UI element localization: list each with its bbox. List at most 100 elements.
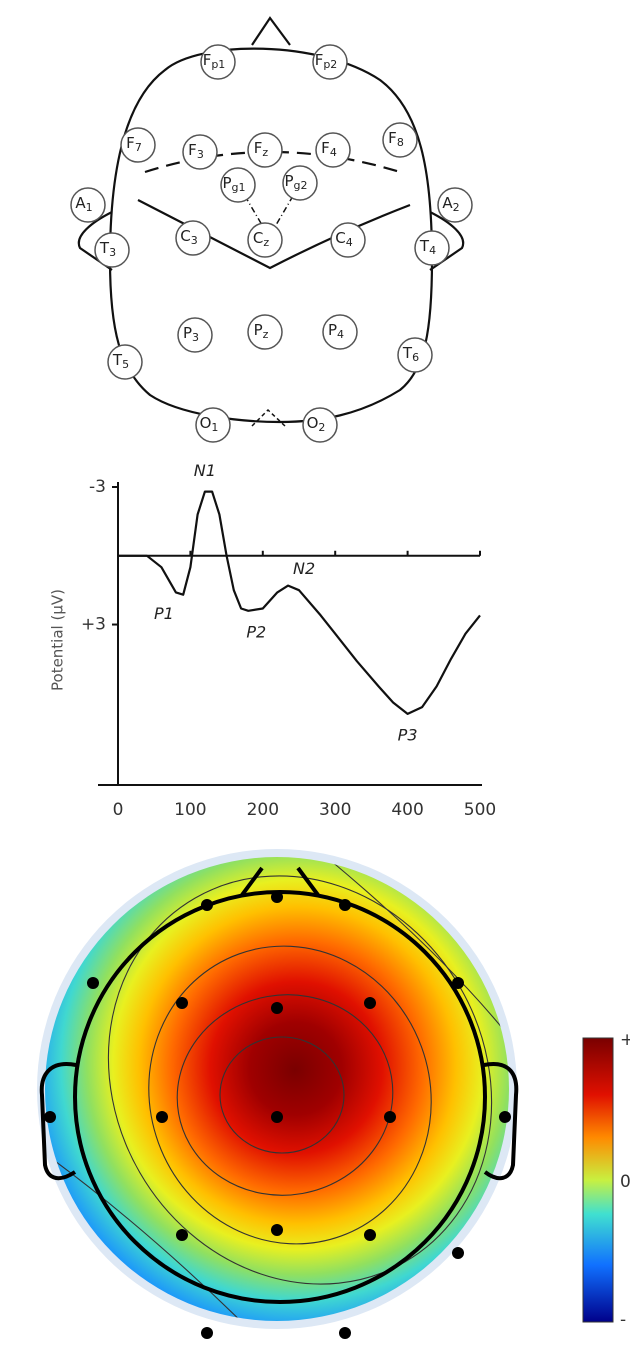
electrode-letter: F [254,139,263,157]
electrode-letter: T [402,344,413,362]
electrode-circle [382,122,418,158]
electrode-label: F8 [388,129,404,150]
electrode-letter: P [183,324,192,342]
annotation: P3 [398,725,418,744]
x-tick-label: 500 [464,800,496,820]
electrode-circle [182,134,218,170]
electrode-circle [315,132,351,168]
electrode-letter: A [442,194,453,212]
x-tick-label: 400 [391,800,423,820]
electrode: Fp2 [312,44,348,80]
electrode-dot [339,1327,351,1339]
topomap [45,857,509,1321]
electrode-label: C3 [180,227,197,248]
electrode-sub: p1 [211,58,225,71]
y-tick-label: +3 [81,615,106,635]
electrode-label: O2 [307,414,326,435]
electrode-letter: F [388,129,397,147]
electrode-dot [271,891,283,903]
electrode-dots [44,891,511,1339]
x-tick-label: 200 [247,800,279,820]
colorbar [582,1037,614,1323]
electrode-sub: z [263,328,269,341]
electrode-sub: 3 [109,246,116,259]
electrode-letter: P [328,321,337,339]
electrode-letter: O [200,414,212,432]
electrode: A2 [437,187,473,223]
electrode-circle [330,222,366,258]
electrode-letter: P [222,174,231,192]
electrode-circle [247,314,283,350]
electrode: T4 [414,230,450,266]
electrode-letter: C [253,229,263,247]
electrode-sub: g2 [294,179,308,192]
electrode-letter: T [99,239,110,257]
electrode-circle [107,344,143,380]
electrode-sub: 4 [330,146,337,159]
electrode: Pg1 [220,167,256,203]
electrode: T3 [94,232,130,268]
annotation: N1 [194,461,216,480]
electrode: P3 [177,317,213,353]
electrode-label: F4 [321,139,337,160]
electrode-label: P4 [328,321,344,342]
electrode-letter: T [419,237,430,255]
electrode-sub: 1 [211,421,218,434]
electrode-sub: z [262,146,268,159]
electrode-label: P3 [183,324,199,345]
electrode-sub: 1 [86,201,93,214]
electrode-circle [177,317,213,353]
electrode-letter: F [126,134,135,152]
electrode-letter: F [203,51,212,69]
electrode: F4 [315,132,351,168]
electrode-label: Fz [254,139,269,160]
erp-chart: 0 100 200 300 400 500 -3 +3 N1 P1 P2 N2 P3 [81,461,496,820]
electrode: T6 [397,337,433,373]
electrode-circle [70,187,106,223]
electrode-letter: O [307,414,319,432]
electrode-circle [195,407,231,443]
electrode-dot [176,997,188,1009]
electrode: F7 [120,127,156,163]
electrode-dot [499,1111,511,1123]
electrode-dot [271,1224,283,1236]
electrode-circle [247,222,283,258]
electrode-circle [312,44,348,80]
electrode-label: Cz [253,229,269,250]
electrode-dot [452,977,464,989]
electrode-dot [201,1327,213,1339]
electrode-circle [397,337,433,373]
electrode-sub: 3 [192,331,199,344]
electrode-circle [247,132,283,168]
electrode-dot [201,899,213,911]
electrode: P4 [322,314,358,350]
electrode-dot [271,1111,283,1123]
electrode-label: Pg2 [284,172,307,193]
electrode-dot [384,1111,396,1123]
electrode-sub: 4 [346,236,353,249]
electrode-dot [44,1111,56,1123]
electrode-circle [414,230,450,266]
electrode: A1 [70,187,106,223]
electrode: T5 [107,344,143,380]
electrode: O1 [195,407,231,443]
electrode-circle [120,127,156,163]
electrode-sub: 3 [191,234,198,247]
annotation: P2 [246,622,266,641]
colorbar-label: + [620,1030,630,1050]
electrode: Fp1 [200,44,236,80]
electrode: Fz [247,132,283,168]
electrode-label: T4 [419,237,436,258]
electrode-circle [322,314,358,350]
erp-curve [118,490,481,715]
electrode-letter: C [180,227,190,245]
electrode-circle [282,165,318,201]
electrode-letter: A [75,194,86,212]
electrode: C3 [175,220,211,256]
electrode-circle [175,220,211,256]
electrode-letter: F [321,139,330,157]
electrode-sub: 3 [197,148,204,161]
x-tick-label: 100 [174,800,206,820]
electrode-label: Fp1 [203,51,226,72]
